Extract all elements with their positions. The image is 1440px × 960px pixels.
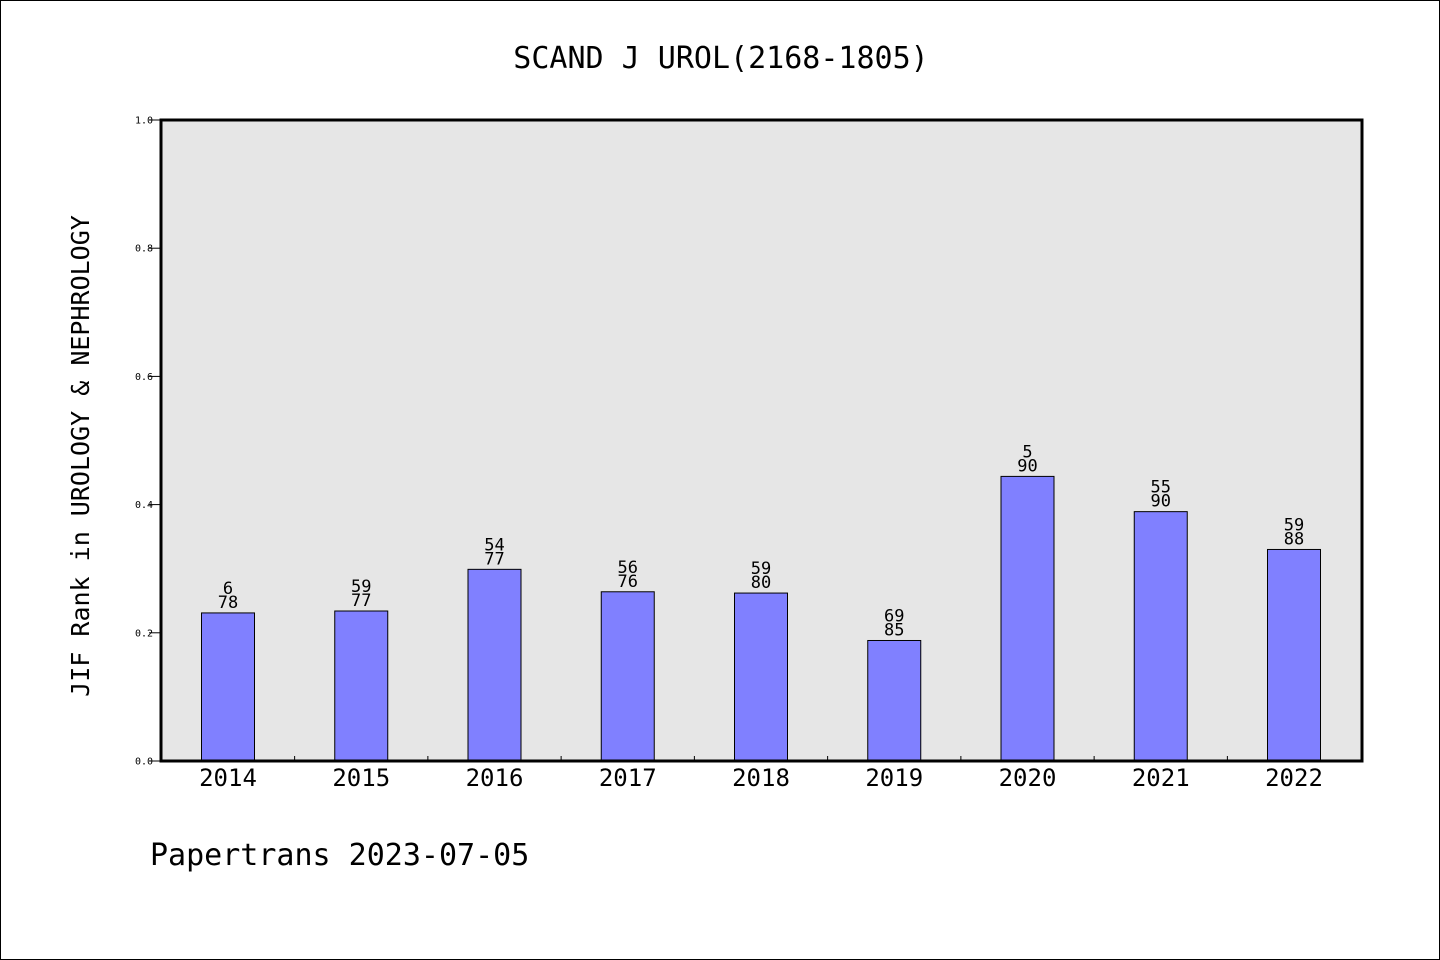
data-label-total: 90: [1151, 492, 1171, 512]
data-label-total: 78: [218, 593, 238, 613]
x-tick-label: 2016: [466, 764, 524, 792]
bar-2018: [734, 592, 788, 762]
x-tick-label: 2022: [1265, 764, 1323, 792]
bar-2017: [600, 591, 655, 762]
y-tick-label: 0.8: [135, 244, 153, 255]
x-tick-label: 2018: [732, 764, 790, 792]
y-tick-label: 1.0: [135, 116, 153, 127]
data-label-rank: 6: [223, 579, 233, 599]
bar-2022: [1267, 548, 1321, 762]
bar-2015: [334, 610, 389, 762]
x-tick-label: 2021: [1132, 764, 1190, 792]
x-tick-label: 2014: [199, 764, 257, 792]
bar-2021: [1133, 511, 1188, 762]
y-axis-label: JIF Rank in UROLOGY & NEPHROLOGY: [66, 215, 95, 697]
ticks-layer: 0.0 0.2 0.4 0.6 0.8 1.0 2014 2015 2016 2017 2018 20…: [135, 116, 1323, 793]
data-label-total: 77: [484, 549, 504, 569]
data-label-rank: 55: [1151, 478, 1171, 498]
footer-watermark: Papertrans 2023-07-05: [150, 838, 529, 873]
data-label-rank: 5: [1022, 442, 1032, 462]
data-label-total: 90: [1017, 456, 1037, 476]
plot-border: [159, 118, 1364, 763]
y-tick-label: 0.6: [135, 372, 153, 383]
data-label-total: 76: [618, 572, 638, 592]
bar-2014: [201, 612, 255, 762]
y-tick-label: 0.4: [135, 500, 153, 511]
data-label-total: 88: [1284, 529, 1304, 549]
data-label-rank: 69: [884, 606, 904, 626]
data-label-total: 77: [351, 591, 371, 611]
data-label-total: 80: [751, 573, 771, 593]
x-tick-label: 2017: [599, 764, 657, 792]
data-label-rank: 59: [351, 577, 371, 597]
y-tick-label: 0.2: [135, 628, 153, 639]
x-tick-label: 2020: [999, 764, 1057, 792]
data-label-rank: 54: [484, 535, 504, 555]
data-label-total: 85: [884, 620, 904, 640]
bar-2019: [867, 639, 922, 762]
x-tick-label: 2019: [865, 764, 923, 792]
bar-2020: [1000, 475, 1055, 762]
chart-title: SCAND J UROL(2168-1805): [513, 41, 928, 76]
data-label-rank: 59: [751, 559, 771, 579]
y-tick-label: 0.0: [135, 757, 153, 768]
x-tick-label: 2015: [332, 764, 390, 792]
data-label-rank: 59: [1284, 515, 1304, 535]
data-label-rank: 56: [618, 558, 638, 578]
bar-2016: [467, 568, 522, 762]
